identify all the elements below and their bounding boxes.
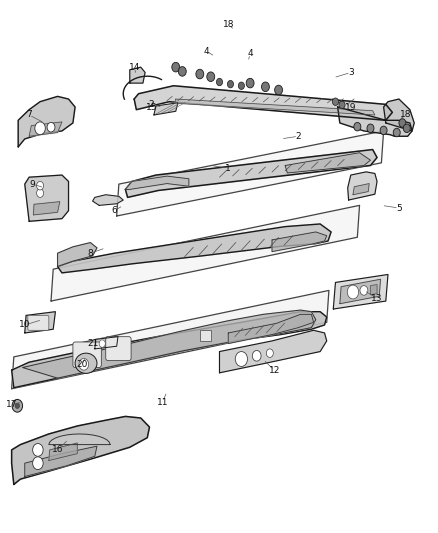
Text: 15: 15 (145, 102, 157, 111)
Polygon shape (134, 86, 392, 120)
Polygon shape (383, 99, 413, 131)
Circle shape (206, 72, 214, 82)
Polygon shape (57, 243, 97, 266)
Polygon shape (272, 232, 326, 252)
Text: 8: 8 (87, 249, 93, 258)
Polygon shape (49, 434, 110, 445)
Polygon shape (285, 153, 370, 173)
Circle shape (238, 82, 244, 90)
FancyBboxPatch shape (73, 342, 101, 368)
Text: 6: 6 (111, 206, 117, 215)
Polygon shape (25, 175, 68, 221)
Polygon shape (49, 443, 77, 461)
Text: 2: 2 (148, 100, 154, 109)
Circle shape (178, 67, 186, 76)
Text: 18: 18 (399, 110, 410, 119)
Circle shape (36, 189, 43, 197)
Circle shape (359, 286, 367, 295)
Circle shape (366, 124, 373, 133)
Polygon shape (352, 183, 368, 195)
Polygon shape (51, 205, 359, 301)
Polygon shape (12, 416, 149, 484)
Polygon shape (337, 107, 411, 136)
Text: 11: 11 (156, 398, 168, 407)
Circle shape (266, 349, 273, 358)
Circle shape (216, 78, 222, 86)
Circle shape (32, 457, 43, 470)
Circle shape (171, 62, 179, 72)
Polygon shape (18, 96, 75, 147)
Polygon shape (125, 150, 376, 197)
Text: 4: 4 (203, 47, 209, 55)
Circle shape (332, 98, 338, 106)
Circle shape (379, 126, 386, 135)
Polygon shape (117, 131, 383, 216)
Text: 2: 2 (295, 132, 300, 141)
Polygon shape (153, 103, 177, 115)
Polygon shape (332, 274, 387, 309)
Circle shape (235, 352, 247, 367)
Circle shape (261, 82, 269, 92)
Polygon shape (175, 99, 374, 115)
Polygon shape (219, 330, 326, 373)
Text: 17: 17 (6, 400, 18, 409)
Text: 10: 10 (19, 320, 31, 329)
Circle shape (246, 78, 254, 88)
Polygon shape (92, 195, 123, 205)
Circle shape (338, 101, 344, 109)
Polygon shape (29, 122, 62, 136)
Circle shape (36, 181, 43, 190)
Text: 9: 9 (30, 180, 35, 189)
Circle shape (274, 85, 282, 95)
Polygon shape (347, 172, 376, 200)
Circle shape (346, 285, 358, 299)
Polygon shape (25, 446, 97, 477)
Text: 21: 21 (87, 339, 98, 348)
Polygon shape (130, 67, 145, 83)
Polygon shape (57, 224, 330, 273)
Circle shape (353, 123, 360, 131)
Polygon shape (95, 337, 118, 349)
Text: 19: 19 (344, 102, 356, 111)
Polygon shape (22, 310, 315, 378)
Text: 13: 13 (371, 294, 382, 303)
Polygon shape (339, 279, 380, 304)
Circle shape (99, 340, 105, 348)
Circle shape (227, 80, 233, 88)
Text: 5: 5 (395, 204, 401, 213)
Text: 3: 3 (347, 68, 353, 77)
Circle shape (79, 359, 88, 370)
Circle shape (403, 124, 410, 133)
Circle shape (15, 403, 19, 408)
Ellipse shape (75, 353, 97, 373)
Text: 18: 18 (222, 20, 233, 29)
Circle shape (252, 351, 261, 361)
Text: 12: 12 (268, 366, 279, 375)
Polygon shape (25, 312, 55, 333)
Text: 7: 7 (26, 110, 32, 119)
Polygon shape (370, 285, 376, 295)
Bar (199, 330, 210, 341)
Circle shape (392, 128, 399, 137)
Polygon shape (12, 312, 326, 387)
Text: 4: 4 (247, 50, 252, 58)
Circle shape (35, 122, 45, 135)
Text: 20: 20 (76, 360, 87, 369)
Circle shape (398, 119, 405, 127)
Circle shape (32, 443, 43, 456)
Polygon shape (33, 201, 60, 215)
FancyBboxPatch shape (28, 316, 49, 330)
Text: 16: 16 (52, 446, 63, 455)
FancyBboxPatch shape (106, 337, 131, 361)
Polygon shape (12, 290, 328, 389)
Circle shape (195, 69, 203, 79)
Polygon shape (125, 176, 188, 189)
Circle shape (12, 399, 22, 412)
Polygon shape (228, 314, 313, 344)
Text: 1: 1 (225, 164, 230, 173)
Circle shape (47, 123, 55, 132)
Text: 14: 14 (128, 63, 140, 71)
